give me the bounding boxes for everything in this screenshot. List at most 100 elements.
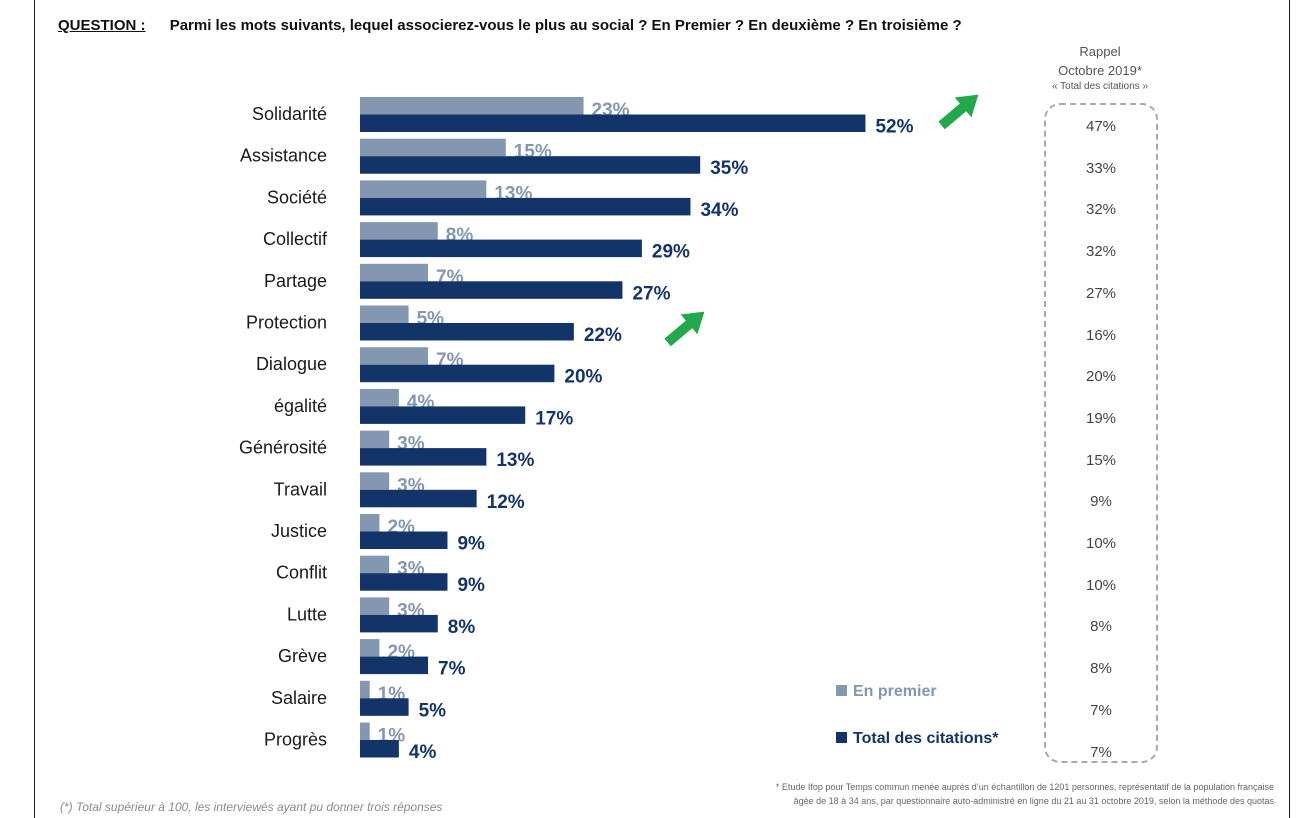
bar-en-premier — [360, 555, 390, 574]
category-label: Collectif — [263, 229, 328, 249]
bar-total-citations — [360, 197, 691, 216]
value-label-total-citations: 35% — [710, 158, 748, 179]
legend-swatch-first — [836, 685, 847, 696]
category-label: Justice — [271, 521, 327, 541]
bar-en-premier — [360, 180, 487, 198]
bar-en-premier — [360, 263, 429, 282]
bar-en-premier — [360, 514, 380, 532]
bar-en-premier — [360, 222, 438, 240]
bar-total-citations — [360, 364, 555, 383]
category-label: Salaire — [271, 688, 327, 708]
rappel-value: 8% — [1090, 618, 1112, 636]
value-label-total-citations: 8% — [448, 617, 476, 638]
category-label: Dialogue — [256, 354, 327, 374]
bar-en-premier — [360, 680, 370, 699]
footnote-source-line1: * Etude Ifop pour Temps commun menée aup… — [775, 782, 1274, 792]
category-label: Grève — [278, 646, 327, 666]
bar-total-citations — [360, 406, 526, 424]
question-label: QUESTION : — [58, 17, 146, 34]
category-label: Société — [267, 187, 327, 207]
bar-total-citations — [360, 740, 399, 758]
bar-en-premier — [360, 347, 429, 365]
rappel-value: 10% — [1085, 535, 1117, 552]
footnote-source-line2: âgée de 18 à 34 ans, par questionnaire a… — [793, 796, 1274, 806]
trend-up-arrow-icon — [664, 311, 705, 347]
bar-total-citations — [360, 281, 623, 299]
category-label: Solidarité — [252, 104, 327, 124]
value-label-total-citations: 9% — [457, 575, 485, 596]
value-label-total-citations: 20% — [564, 367, 602, 388]
rappel-value: 27% — [1085, 284, 1117, 302]
value-label-total-citations: 9% — [457, 534, 485, 555]
slide-frame — [34, 0, 1290, 818]
legend-swatch-total — [836, 732, 847, 743]
category-label: Générosité — [239, 438, 327, 458]
rappel-value: 33% — [1085, 159, 1117, 177]
footnote-total: (*) Total supérieur à 100, les interview… — [60, 800, 443, 814]
category-label: Partage — [264, 271, 327, 291]
bar-en-premier — [360, 305, 409, 323]
question-header: QUESTION : Parmi les mots suivants, lequ… — [58, 17, 962, 34]
value-label-total-citations: 34% — [700, 200, 738, 221]
bar-total-citations — [360, 448, 487, 466]
value-label-total-citations: 4% — [409, 742, 437, 763]
value-label-total-citations: 5% — [419, 700, 447, 721]
trend-up-arrow-icon — [938, 94, 979, 130]
value-label-total-citations: 17% — [535, 408, 573, 429]
category-label: Conflit — [276, 563, 327, 583]
value-label-total-citations: 27% — [632, 283, 670, 304]
value-label-total-citations: 12% — [487, 492, 525, 513]
rappel-value: 7% — [1090, 701, 1112, 719]
bar-total-citations — [360, 239, 642, 258]
value-label-total-citations: 13% — [496, 450, 534, 471]
category-label: Assistance — [240, 146, 327, 166]
bar-total-citations — [360, 698, 409, 716]
category-label: Protection — [246, 313, 327, 333]
category-label: Progrès — [264, 730, 327, 750]
rappel-header: Rappel Octobre 2019* « Total des citatio… — [1020, 42, 1180, 94]
legend-en-premier: En premier — [836, 683, 937, 701]
legend-total-citations: Total des citations* — [836, 730, 999, 748]
value-label-total-citations: 22% — [584, 325, 622, 346]
value-label-total-citations: 52% — [875, 117, 913, 138]
rappel-title: Rappel — [1079, 44, 1121, 59]
category-label: Travail — [274, 479, 327, 499]
rappel-value: 15% — [1085, 451, 1117, 469]
rappel-date: Octobre 2019* — [1058, 63, 1142, 78]
rappel-value: 19% — [1085, 409, 1117, 427]
bar-en-premier — [360, 472, 390, 490]
bar-total-citations — [360, 489, 477, 508]
value-label-total-citations: 7% — [438, 659, 466, 680]
bar-en-premier — [360, 639, 380, 657]
bar-total-citations — [360, 656, 429, 675]
bar-total-citations — [360, 323, 574, 341]
bar-en-premier — [360, 138, 506, 157]
legend-label-total: Total des citations* — [853, 730, 999, 747]
rappel-value: 8% — [1090, 660, 1112, 678]
bar-chart: Solidarité 23%52%Assistance 15%35%Société 1… — [239, 94, 979, 763]
category-label: Lutte — [287, 604, 327, 624]
bar-en-premier — [360, 430, 390, 449]
bar-total-citations — [360, 573, 448, 591]
rappel-subtitle: « Total des citations » — [1052, 81, 1148, 92]
rappel-value: 20% — [1085, 368, 1117, 386]
bar-total-citations — [360, 156, 701, 174]
bar-en-premier — [360, 597, 390, 615]
bar-total-citations — [360, 614, 438, 633]
rappel-value: 16% — [1085, 326, 1117, 344]
bar-en-premier — [360, 722, 370, 740]
rappel-box — [1044, 103, 1158, 763]
value-label-total-citations: 29% — [652, 242, 690, 263]
question-text: Parmi les mots suivants, lequel associer… — [169, 17, 962, 34]
footnote-source: * Etude Ifop pour Temps commun menée aup… — [776, 780, 1274, 808]
rappel-value: 7% — [1090, 743, 1112, 761]
rappel-value: 10% — [1085, 576, 1117, 594]
rappel-value: 47% — [1085, 118, 1117, 135]
bar-total-citations — [360, 531, 448, 549]
legend-label-first: En premier — [853, 683, 937, 700]
rappel-value: 9% — [1090, 493, 1112, 511]
bar-en-premier — [360, 388, 399, 407]
category-label: égalité — [274, 396, 327, 416]
rappel-value: 32% — [1085, 243, 1117, 261]
bar-total-citations — [360, 114, 866, 132]
